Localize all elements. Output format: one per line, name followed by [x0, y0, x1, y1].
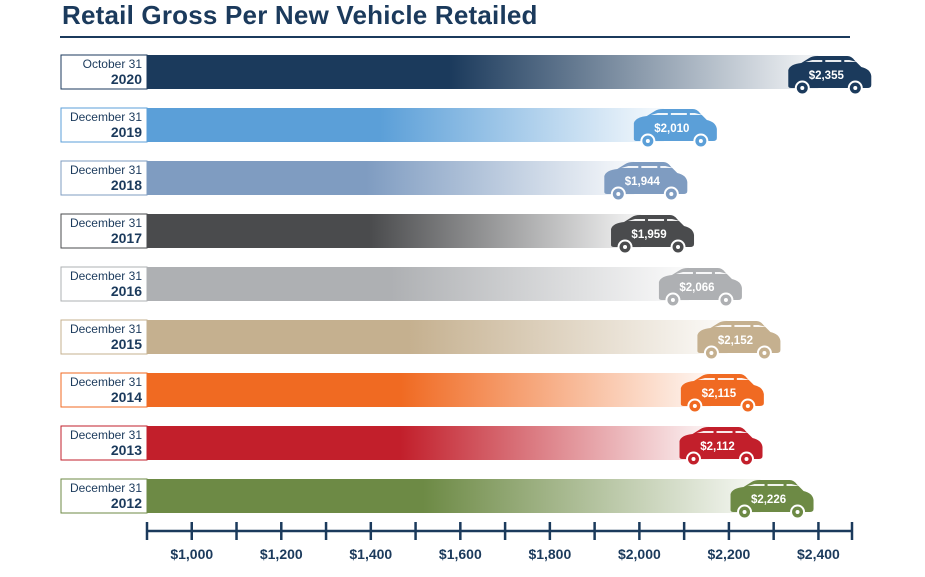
x-tick-label: $1,000 — [170, 546, 213, 562]
category-year-label: 2013 — [111, 442, 142, 458]
data-label: $1,944 — [625, 176, 661, 188]
category-period-label: December 31 — [70, 481, 142, 495]
bar — [147, 55, 819, 89]
car-icon: $1,959 — [611, 215, 695, 255]
car-icon: $1,944 — [604, 162, 688, 202]
bar — [147, 373, 711, 407]
category-year-label: 2018 — [111, 177, 142, 193]
bar — [147, 108, 664, 142]
category-period-label: December 31 — [70, 216, 142, 230]
category-label-box — [60, 319, 148, 355]
category-label-box — [60, 213, 148, 249]
bar — [147, 479, 761, 513]
title-rule — [60, 36, 850, 38]
bar — [147, 426, 710, 460]
category-period-label: December 31 — [70, 163, 142, 177]
data-label: $2,010 — [654, 123, 689, 135]
data-label: $2,115 — [702, 388, 737, 400]
bar — [147, 320, 728, 354]
bar — [147, 267, 689, 301]
data-label: $2,152 — [718, 335, 753, 347]
category-period-label: December 31 — [70, 269, 142, 283]
car-icon: $2,112 — [679, 427, 763, 467]
data-label: $2,066 — [679, 282, 714, 294]
category-label-box — [60, 372, 148, 408]
category-year-label: 2017 — [111, 230, 142, 246]
category-year-label: 2015 — [111, 336, 142, 352]
category-label-box — [60, 160, 148, 196]
car-icon: $2,066 — [658, 268, 742, 308]
x-tick-label: $1,600 — [439, 546, 482, 562]
category-label-box — [60, 425, 148, 461]
category-label-box — [60, 478, 148, 514]
bar — [147, 214, 642, 248]
data-label: $2,226 — [751, 494, 786, 506]
car-icon: $2,152 — [697, 321, 781, 361]
category-year-label: 2014 — [111, 389, 142, 405]
x-tick-label: $2,200 — [707, 546, 750, 562]
category-period-label: December 31 — [70, 428, 142, 442]
x-tick-label: $1,200 — [260, 546, 303, 562]
category-label-box — [60, 54, 148, 90]
data-label: $1,959 — [631, 229, 666, 241]
category-period-label: December 31 — [70, 375, 142, 389]
x-tick-label: $2,000 — [618, 546, 661, 562]
data-label: $2,355 — [809, 70, 845, 82]
category-year-label: 2019 — [111, 124, 142, 140]
bar — [147, 161, 635, 195]
x-tick-label: $1,800 — [528, 546, 571, 562]
car-icon: $2,226 — [730, 480, 814, 520]
x-tick-label: $1,400 — [349, 546, 392, 562]
data-label: $2,112 — [700, 441, 735, 453]
car-icon: $2,355 — [788, 56, 872, 96]
chart-title: Retail Gross Per New Vehicle Retailed — [62, 0, 538, 30]
x-tick-label: $2,400 — [797, 546, 840, 562]
car-icon: $2,115 — [680, 374, 764, 414]
category-period-label: December 31 — [70, 322, 142, 336]
car-icon: $2,010 — [633, 109, 717, 149]
category-period-label: October 31 — [83, 57, 143, 71]
category-period-label: December 31 — [70, 110, 142, 124]
category-year-label: 2012 — [111, 495, 142, 511]
category-year-label: 2020 — [111, 71, 142, 87]
category-year-label: 2016 — [111, 283, 142, 299]
x-axis: $1,000 $1,200 $1,400 $1,600 $1,800 $2,000 $2,2… — [145, 522, 854, 562]
